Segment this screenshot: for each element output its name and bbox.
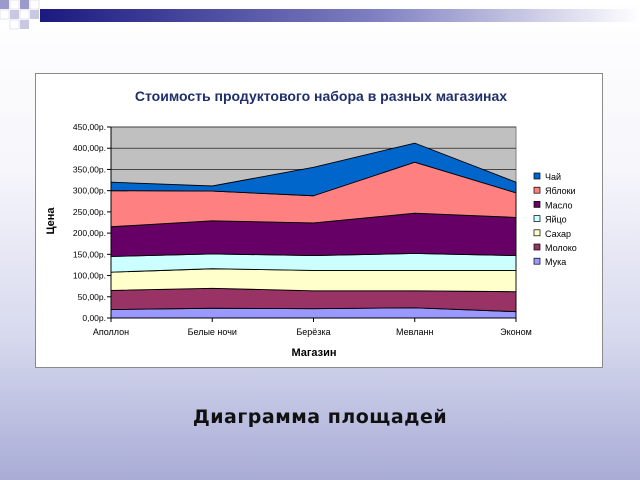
x-axis-label: Магазин	[291, 347, 336, 359]
legend-label: Чай	[545, 172, 561, 182]
header-square	[0, 0, 9, 9]
x-tick-label: Белые ночи	[188, 327, 237, 337]
x-tick-label: Мевланн	[396, 327, 433, 337]
x-tick-label: Эконом	[500, 327, 532, 337]
plot-area: 0,00р. 50,00р. 100,00р. 150,00р. 200,00р. 250…	[73, 122, 532, 337]
y-tick-label: 50,00р.	[78, 292, 106, 302]
header-square	[20, 0, 29, 9]
x-tick-label: Аполлон	[93, 327, 129, 337]
legend-swatch	[533, 172, 541, 180]
header-square	[19, 9, 30, 20]
legend-swatch	[533, 243, 541, 251]
area-series	[110, 287, 517, 313]
legend-swatch	[533, 215, 541, 222]
header-square	[29, 0, 40, 10]
area-chart: Стоимость продуктового набора в разных м…	[45, 88, 577, 359]
legend-label: Яблоки	[545, 186, 576, 196]
legend-swatch	[533, 257, 541, 265]
legend-swatch	[533, 229, 541, 237]
area-series	[110, 253, 517, 273]
header-square	[9, 0, 20, 10]
header-square	[30, 10, 39, 19]
y-tick-label: 250,00р.	[73, 207, 106, 217]
slide-header-decoration	[0, 0, 640, 30]
chart-panel: Стоимость продуктового набора в разных м…	[35, 73, 603, 368]
legend: Чай Яблоки Масло Яйцо Сахар Молоко Мука	[533, 172, 577, 267]
y-tick-label: 350,00р.	[73, 164, 106, 174]
header-square	[0, 9, 10, 20]
y-tick-label: 200,00р.	[73, 228, 106, 238]
y-tick-label: 450,00р.	[73, 122, 106, 132]
legend-label: Яйцо	[545, 215, 567, 225]
area-series	[110, 268, 517, 293]
y-tick-label: 400,00р.	[73, 143, 106, 153]
y-tick-label: 300,00р.	[73, 186, 106, 196]
header-square	[9, 19, 20, 30]
legend-label: Сахар	[545, 229, 571, 239]
legend-label: Масло	[545, 200, 572, 210]
legend-swatch	[533, 186, 541, 194]
header-square	[20, 20, 29, 29]
y-tick-label: 0,00р.	[82, 313, 106, 323]
area-series	[110, 142, 517, 197]
legend-swatch	[533, 201, 541, 208]
x-tick-label: Берёзка	[296, 327, 330, 337]
header-gradient-bar	[40, 9, 640, 22]
y-tick-label: 150,00р.	[73, 249, 106, 259]
y-tick-label: 100,00р.	[73, 271, 106, 281]
chart-title: Стоимость продуктового набора в разных м…	[135, 88, 507, 104]
slide-caption: Диаграмма площадей	[192, 406, 448, 428]
y-axis-label: Цена	[45, 207, 57, 235]
header-square	[10, 10, 19, 19]
legend-label: Мука	[545, 257, 566, 267]
legend-label: Молоко	[545, 243, 577, 253]
